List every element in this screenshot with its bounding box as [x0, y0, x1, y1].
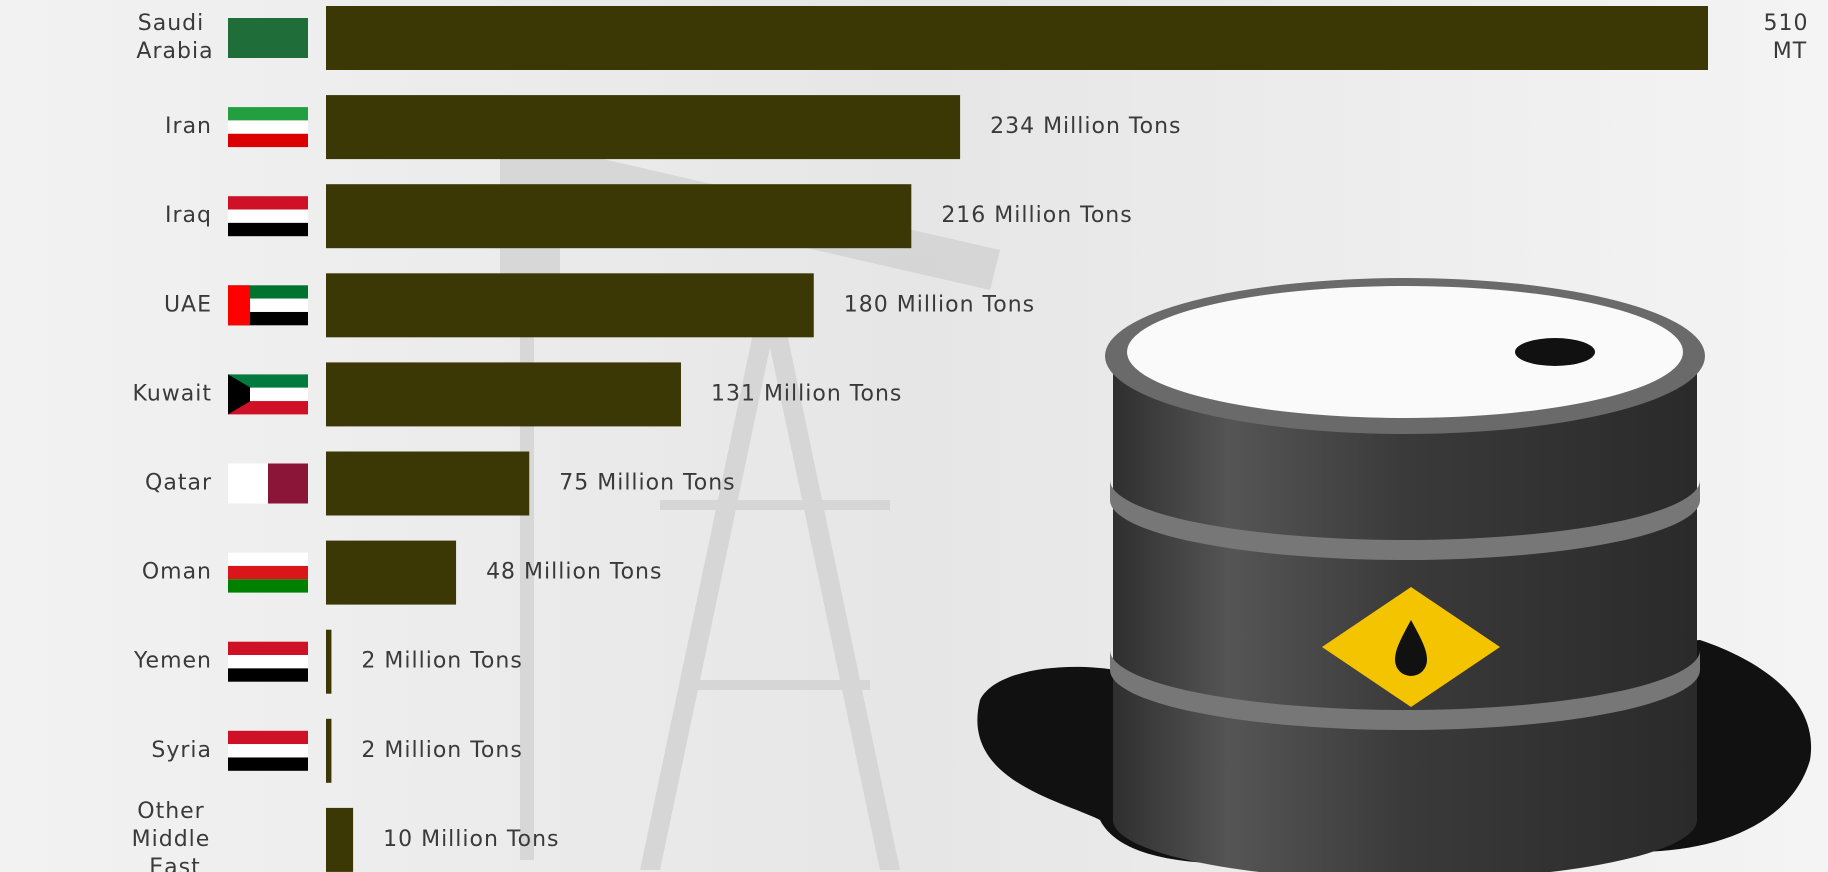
category-label: Yemen — [133, 649, 212, 674]
value-label: 234 Million Tons — [990, 114, 1181, 139]
bar — [326, 273, 814, 338]
flag — [228, 133, 308, 148]
flag — [228, 374, 308, 388]
value-label: 510 MT — [1764, 11, 1817, 64]
value-label: 216 Million Tons — [941, 203, 1132, 228]
flag — [228, 374, 250, 415]
flag — [228, 655, 308, 669]
bar — [326, 6, 1708, 70]
value-label: 2 Million Tons — [361, 738, 522, 763]
flag — [228, 730, 308, 745]
category-label: Iraq — [165, 203, 212, 228]
flag — [228, 668, 308, 682]
oil-barrel — [977, 278, 1812, 872]
flag — [268, 463, 308, 504]
bar — [326, 718, 332, 783]
flag — [228, 209, 308, 223]
flag — [228, 285, 250, 326]
category-label: Qatar — [145, 471, 212, 496]
flag — [228, 565, 308, 580]
flag — [228, 757, 308, 771]
value-label: 180 Million Tons — [844, 292, 1035, 317]
flag — [228, 641, 308, 656]
flag — [228, 196, 308, 210]
flag — [228, 401, 308, 415]
bar — [326, 95, 961, 160]
value-label: 48 Million Tons — [486, 560, 662, 585]
bar — [326, 184, 912, 249]
category-label: Other Middle East — [132, 799, 219, 872]
category-label: Iran — [165, 114, 212, 139]
bar — [326, 451, 530, 516]
category-label: Oman — [142, 560, 212, 585]
category-label: UAE — [164, 292, 212, 317]
bar — [326, 540, 457, 605]
flag — [228, 18, 308, 58]
bar — [326, 362, 681, 427]
category-label: Syria — [151, 738, 212, 763]
flag — [228, 579, 308, 593]
flag — [228, 552, 308, 566]
flag — [228, 107, 308, 121]
category-label: Kuwait — [133, 381, 213, 406]
flag — [228, 120, 308, 134]
flag — [228, 463, 268, 504]
flag — [228, 222, 308, 237]
flag — [228, 744, 308, 758]
bar — [326, 629, 332, 694]
value-label: 10 Million Tons — [383, 827, 559, 852]
value-label: 2 Million Tons — [361, 649, 522, 674]
value-label: 131 Million Tons — [711, 381, 902, 406]
category-label: Saudi Arabia — [136, 11, 213, 64]
bar — [326, 807, 354, 872]
value-label: 75 Million Tons — [559, 471, 735, 496]
